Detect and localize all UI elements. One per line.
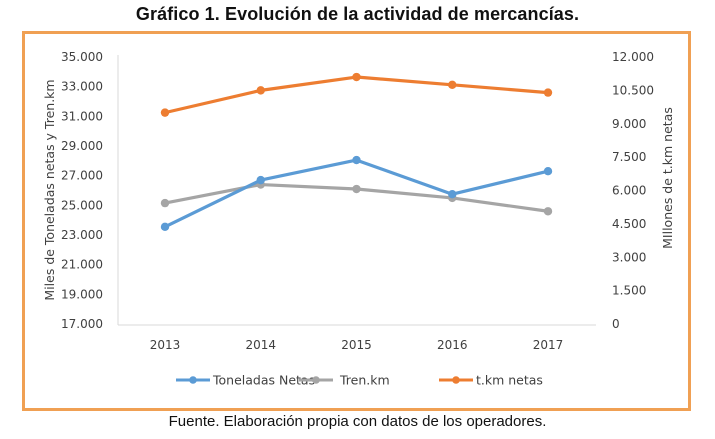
y2-tick-label: 3.000 bbox=[612, 250, 646, 264]
source-note: Fuente. Elaboración propia con datos de … bbox=[168, 413, 547, 430]
y-tick-label: 27.000 bbox=[61, 169, 103, 183]
data-point-t-km-netas-2013 bbox=[160, 108, 170, 117]
y-axis-title: Miles de Toneladas netas y Tren.km bbox=[42, 79, 57, 300]
legend-label: Tren.km bbox=[339, 373, 390, 388]
chart-frame bbox=[22, 31, 691, 411]
y2-tick-label: 6.000 bbox=[612, 184, 646, 198]
data-point-tren-km-2015 bbox=[352, 184, 361, 194]
y-tick-label: 31.000 bbox=[61, 109, 103, 123]
legend-marker-1 bbox=[312, 376, 320, 384]
y-tick-label: 25.000 bbox=[61, 198, 103, 212]
y2-tick-label: 1.500 bbox=[612, 284, 646, 298]
y-tick-label: 19.000 bbox=[61, 287, 103, 301]
data-point-toneladas-netas-2015 bbox=[352, 155, 361, 165]
data-point-t-km-netas-2016 bbox=[448, 80, 457, 90]
y-tick-label: 23.000 bbox=[61, 228, 103, 242]
data-point-tren-km-2017 bbox=[543, 207, 553, 216]
data-point-tren-km-2013 bbox=[160, 198, 170, 208]
data-point-t-km-netas-2014 bbox=[256, 86, 265, 95]
x-tick-label: 2016 bbox=[437, 338, 468, 352]
chart-title: Gráfico 1. Evolución de la actividad de … bbox=[135, 4, 580, 24]
data-point-t-km-netas-2015 bbox=[352, 72, 361, 82]
y2-tick-label: 0 bbox=[612, 317, 620, 331]
legend-marker-2 bbox=[452, 376, 460, 384]
data-point-toneladas-netas-2013 bbox=[160, 222, 170, 232]
legend-label: t.km netas bbox=[476, 373, 543, 388]
y2-tick-label: 4.500 bbox=[612, 217, 646, 231]
y2-tick-label: 9.000 bbox=[612, 117, 646, 131]
x-tick-label: 2013 bbox=[150, 338, 181, 352]
y-tick-label: 35.000 bbox=[61, 50, 103, 64]
data-point-toneladas-netas-2017 bbox=[543, 167, 553, 176]
y-tick-label: 29.000 bbox=[61, 139, 103, 153]
x-tick-label: 2014 bbox=[245, 338, 276, 352]
y-tick-label: 33.000 bbox=[61, 80, 103, 94]
x-tick-label: 2017 bbox=[533, 338, 564, 352]
y2-tick-label: 7.500 bbox=[612, 150, 646, 164]
legend-marker-0 bbox=[189, 376, 197, 384]
data-point-t-km-netas-2017 bbox=[543, 88, 553, 97]
series-line-t-km-netas bbox=[163, 75, 550, 115]
legend-label: Toneladas Netas bbox=[212, 373, 315, 388]
y-tick-label: 17.000 bbox=[61, 317, 103, 331]
data-point-toneladas-netas-2014 bbox=[256, 175, 265, 185]
y2-tick-label: 10.500 bbox=[612, 83, 654, 97]
x-tick-label: 2015 bbox=[341, 338, 372, 352]
y2-axis-title: MIllones de t.km netas bbox=[660, 107, 675, 249]
y-tick-label: 21.000 bbox=[61, 258, 103, 272]
y2-tick-label: 12.000 bbox=[612, 50, 654, 64]
data-point-toneladas-netas-2016 bbox=[448, 190, 457, 199]
